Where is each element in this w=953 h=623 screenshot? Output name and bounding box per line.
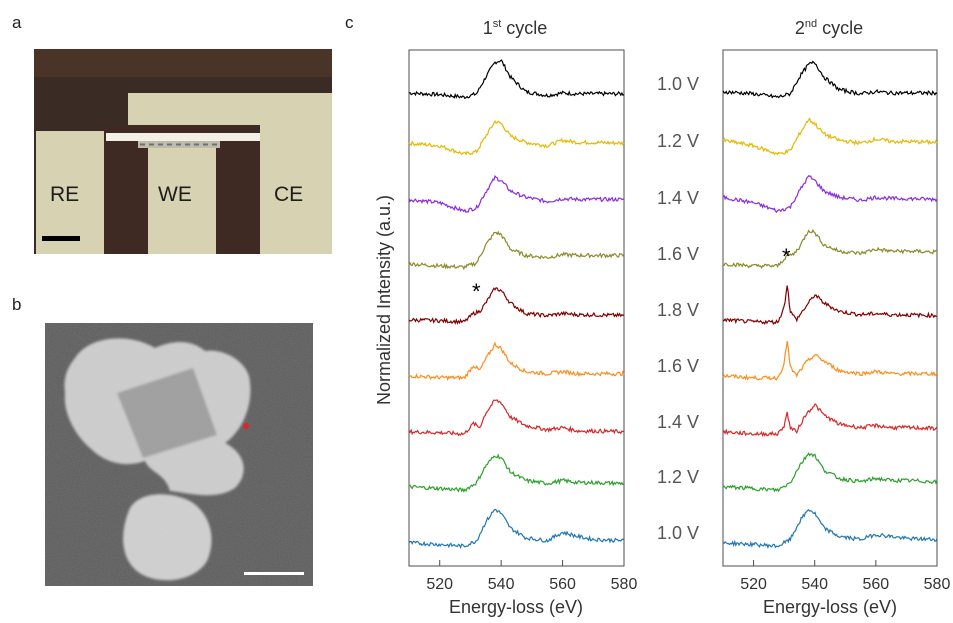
spectrum-line-c1-8 (409, 453, 625, 493)
stem-image (45, 323, 313, 586)
x-tick-label: 520 (740, 576, 767, 593)
voltage-label: 1.2 V (657, 467, 699, 487)
cycle-1-x-ticks: 520 540 560 580 (426, 560, 637, 593)
spectrum-line-c1-4 (408, 230, 625, 271)
x-tick-label: 560 (863, 576, 890, 593)
x-tick-label: 540 (488, 576, 515, 593)
spectrum-line-c2-9 (722, 509, 938, 549)
cycle-panel-2: 2nd cycle 520 540 560 580 Energy-loss (eV) … (722, 18, 950, 617)
spectrum-line-c1-9 (408, 508, 625, 549)
spectrum-line-c2-5 (722, 285, 937, 325)
probe-marker-dot (243, 423, 249, 429)
photo-top-band (34, 49, 332, 77)
panel-label-c: c (345, 13, 354, 32)
voltage-label: 1.8 V (657, 300, 699, 320)
chip-photo-drawing (34, 49, 332, 254)
chip-photo: RE WE CE (34, 49, 332, 254)
spectrum-line-c2-7 (722, 403, 938, 438)
voltage-label: 1.4 V (657, 412, 699, 432)
voltage-label: 1.6 V (657, 244, 699, 264)
cycle-1-series-group (408, 59, 625, 549)
stem-noise (45, 323, 313, 586)
voltage-label: 1.6 V (657, 356, 699, 376)
voltage-label: 1.2 V (657, 131, 699, 151)
spectrum-line-c2-2 (722, 117, 938, 156)
scale-bar-a (42, 236, 80, 241)
cycle-1-plot-frame (408, 49, 625, 567)
voltage-label: 1.0 V (657, 523, 699, 543)
stem-image-drawing (45, 323, 313, 586)
spectrum-line-c1-1 (408, 59, 625, 100)
spectrum-line-c1-7 (408, 399, 625, 437)
scale-bar-b (244, 572, 304, 575)
we-pad (148, 148, 216, 254)
spectrum-line-c1-3 (408, 174, 625, 213)
cycle-2-plot-frame (722, 49, 938, 567)
spectrum-line-c2-3 (722, 175, 938, 214)
we-lead (106, 133, 260, 141)
electrode-label-ce: CE (274, 183, 304, 206)
spectrum-line-c2-6 (722, 341, 938, 381)
cycle-1-title: 1st cycle (483, 18, 548, 38)
cycle-2-title: 2nd cycle (795, 18, 863, 38)
y-axis-label: Normalized Intensity (a.u.) (374, 195, 394, 405)
electrode-label-re: RE (50, 183, 80, 206)
x-tick-label: 540 (801, 576, 828, 593)
voltage-labels: 1.0 V 1.2 V 1.4 V 1.6 V 1.8 V 1.6 V 1.4 V 1.2 V… (657, 74, 699, 543)
cycle-1-x-axis-label: Energy-loss (eV) (449, 597, 583, 617)
cycle-1-star: * (472, 279, 481, 304)
voltage-label: 1.0 V (657, 74, 699, 94)
cycle-2-star: * (782, 244, 791, 269)
x-tick-label: 520 (426, 576, 453, 593)
voltage-label: 1.4 V (657, 188, 699, 208)
spectrum-line-c2-1 (722, 60, 938, 99)
cycle-2-series-group (722, 60, 938, 549)
panel-label-a: a (12, 13, 22, 32)
cycle-2-x-axis-label: Energy-loss (eV) (763, 597, 897, 617)
spectrum-line-c1-5 (408, 287, 625, 325)
re-pad (36, 131, 108, 254)
cycle-panel-1: 1st cycle 520 540 560 580 Energy-loss (eV) … (408, 18, 637, 617)
x-tick-label: 580 (924, 576, 951, 593)
spectrum-line-c2-4 (722, 228, 938, 270)
cycle-2-x-ticks: 520 540 560 580 (740, 560, 950, 593)
spectrum-line-c1-6 (408, 341, 625, 382)
x-tick-label: 560 (549, 576, 576, 593)
spectrum-line-c2-8 (722, 452, 938, 493)
electrode-label-we: WE (158, 183, 192, 206)
x-tick-label: 580 (611, 576, 638, 593)
panel-label-b: b (12, 295, 22, 314)
spectrum-line-c1-2 (408, 119, 625, 156)
